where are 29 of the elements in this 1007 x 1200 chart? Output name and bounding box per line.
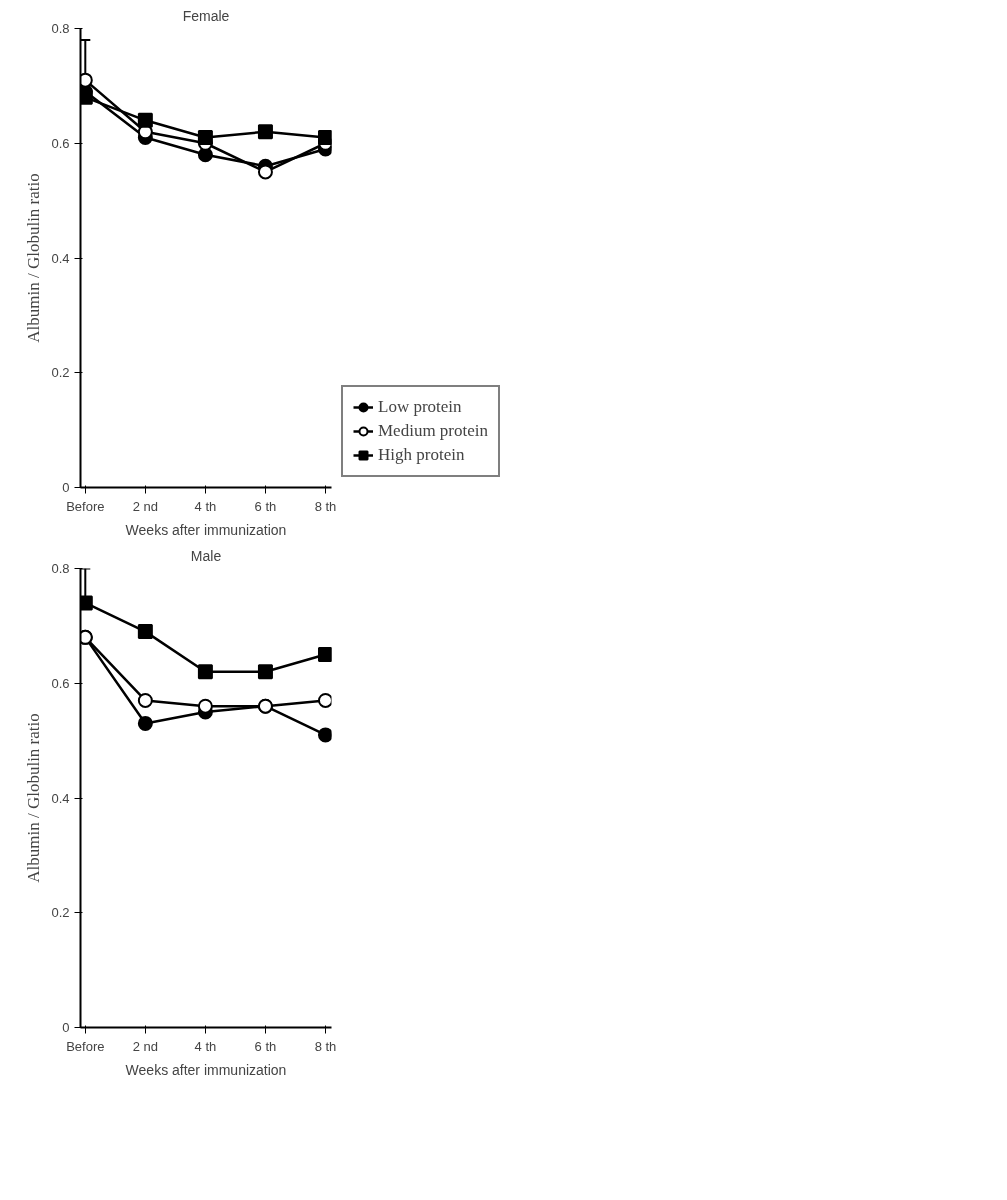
x-tick-label: 2 nd [132, 498, 159, 514]
x-tick-label: 8 th [314, 1038, 337, 1054]
x-tick-label: 8 th [314, 498, 337, 514]
x-tick-label: 4 th [194, 1038, 217, 1054]
y-tick-label: 0.6 [51, 135, 70, 151]
y-tick-label: 0.4 [51, 790, 70, 806]
legend-label: Low protein [378, 397, 462, 417]
x-tick-label: 6 th [254, 1038, 277, 1054]
x-tick-label: 4 th [194, 498, 217, 514]
y-tick-label: 0.2 [51, 905, 70, 921]
y-tick-label: 0.8 [51, 561, 70, 576]
legend-label: High protein [378, 445, 465, 465]
y-tick-label: 0 [62, 480, 70, 495]
y-tick-label: 0.8 [51, 21, 70, 36]
x-axis-title: Weeks after immunization [125, 521, 287, 538]
x-tick-label: Before [66, 498, 105, 514]
legend-label: Medium protein [378, 421, 489, 441]
y-tick-label: 0.6 [51, 675, 70, 691]
chart-title: Female [182, 7, 230, 24]
x-tick-label: Before [66, 1038, 105, 1054]
x-tick-label: 2 nd [132, 1038, 159, 1054]
y-axis-title: Albumin / Globulin ratio [24, 173, 44, 343]
y-tick-label: 0 [62, 1020, 70, 1035]
x-tick-label: 6 th [254, 498, 277, 514]
y-axis-title: Albumin / Globulin ratio [24, 713, 44, 883]
y-tick-label: 0.4 [51, 250, 70, 266]
x-axis-title: Weeks after immunization [125, 1061, 287, 1078]
chart-title: Male [190, 547, 222, 564]
y-tick-label: 0.2 [51, 365, 70, 381]
